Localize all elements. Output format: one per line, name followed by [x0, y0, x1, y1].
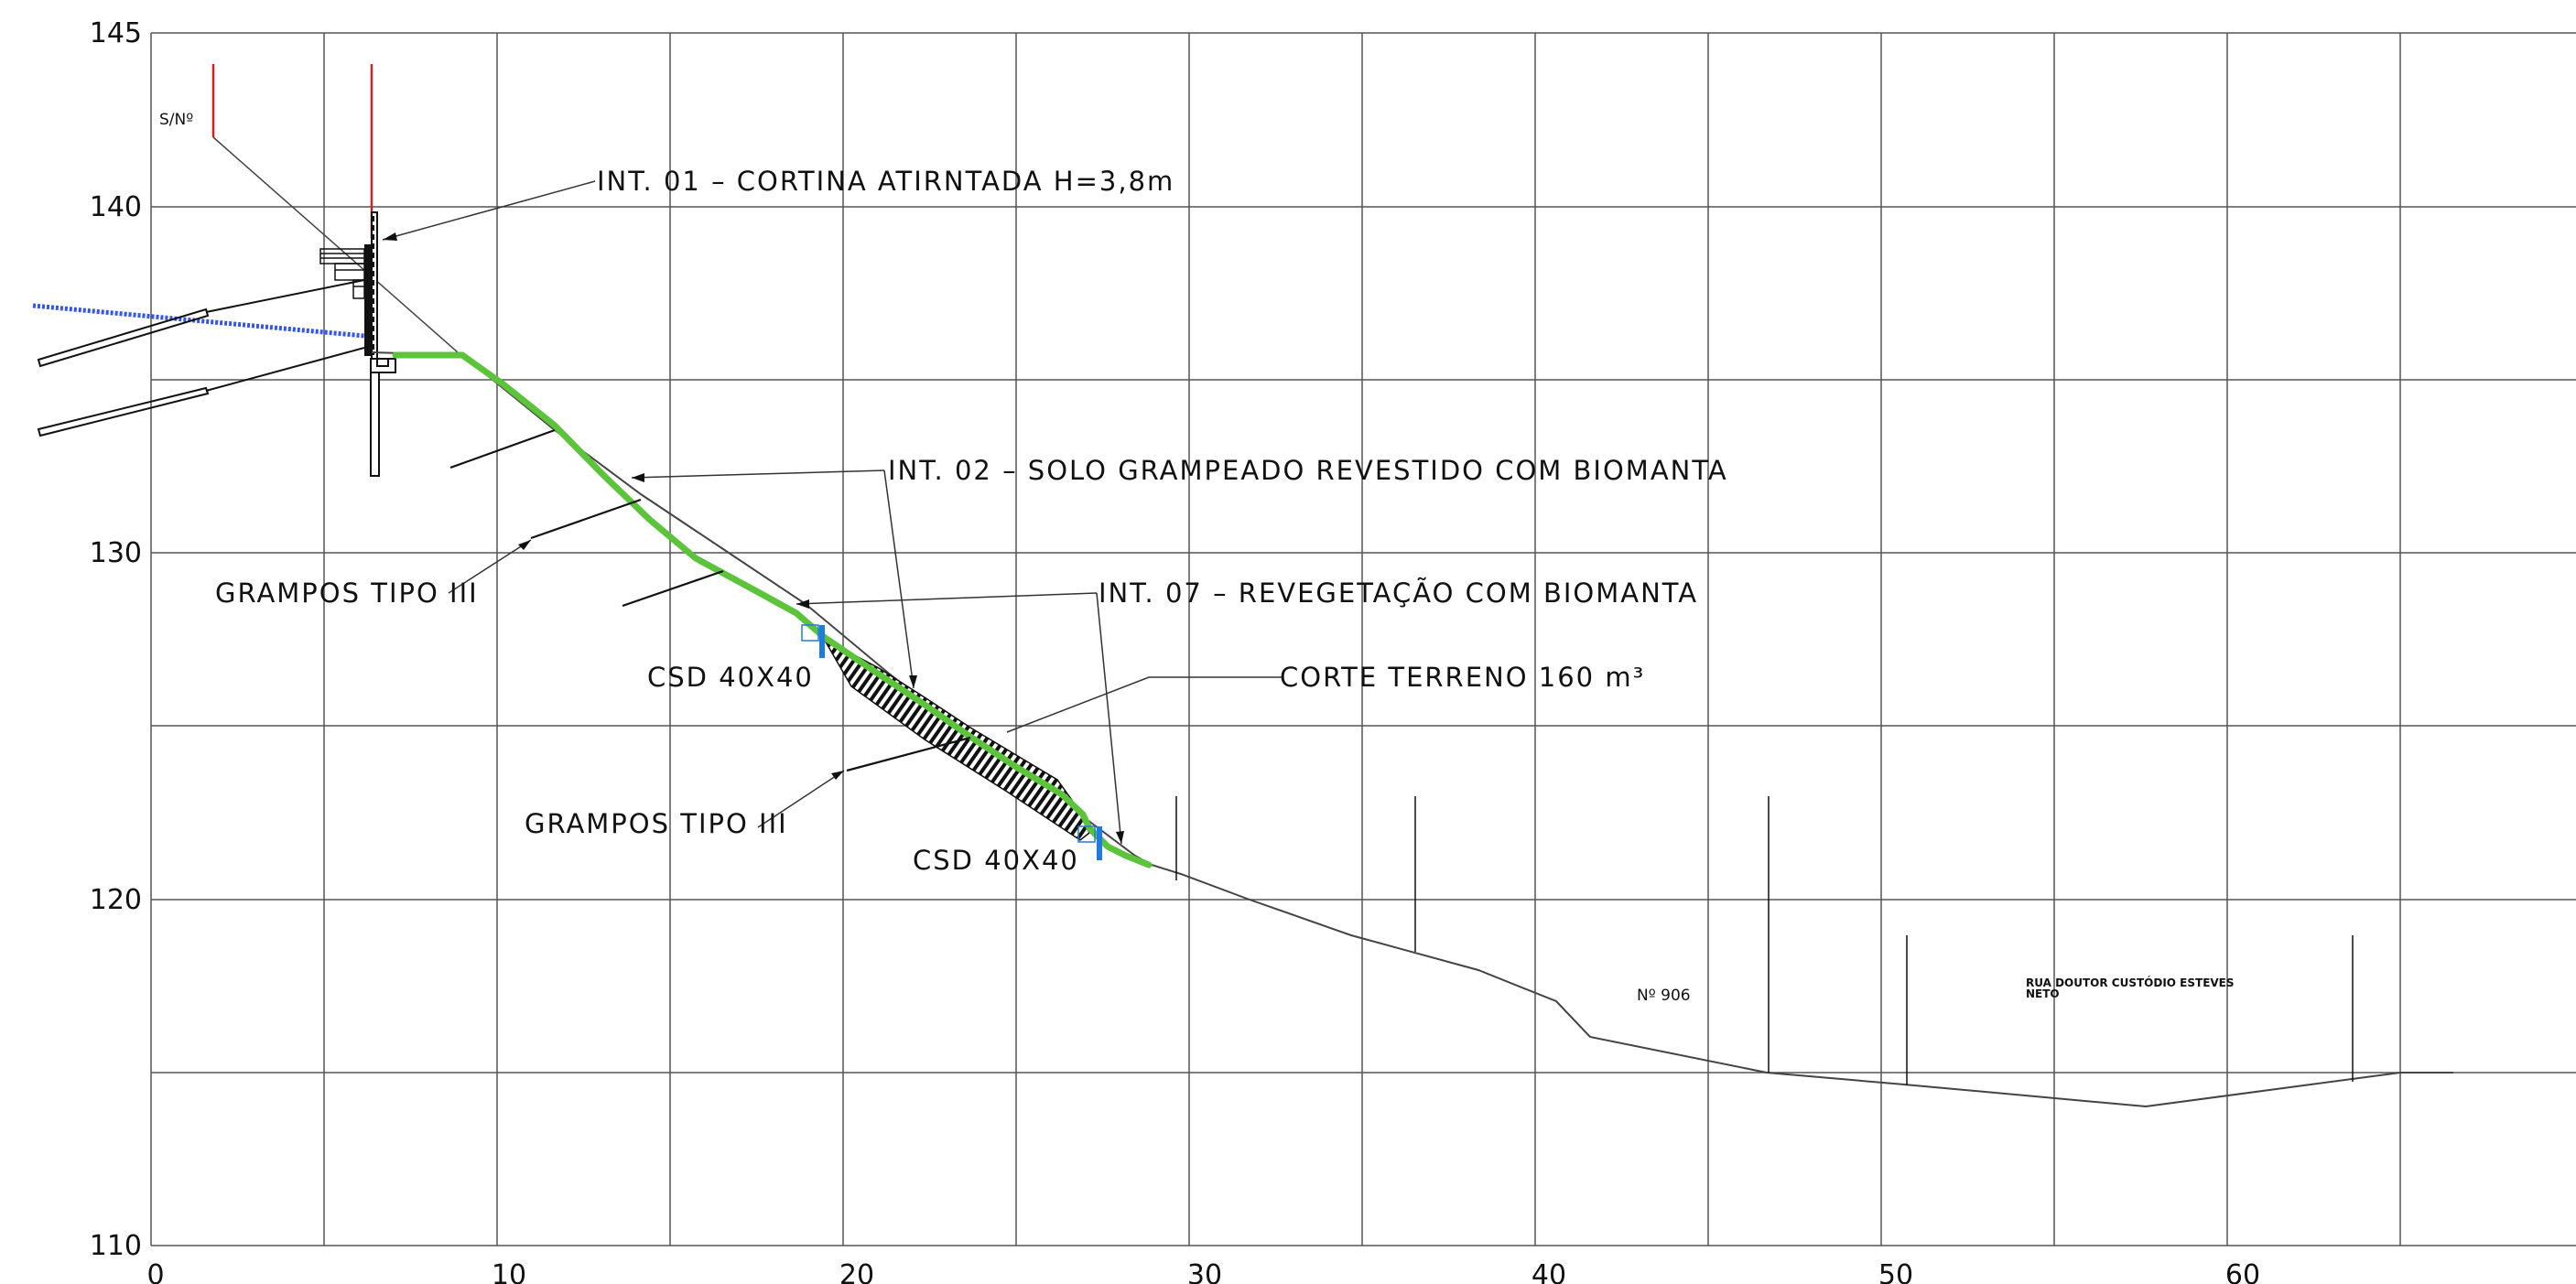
- csd-lower-label: CSD 40X40: [913, 845, 1079, 876]
- curtain-wall: [319, 211, 396, 477]
- csd-upper-label: CSD 40X40: [647, 662, 814, 693]
- grid: [150, 32, 2576, 1246]
- int07-label: INT. 07 – REVEGETAÇÃO COM BIOMANTA: [1099, 577, 1698, 609]
- y-axis-labels: 145 140 130 120 110: [90, 17, 142, 1262]
- x-tick-label: 40: [1532, 1259, 1566, 1284]
- x-tick-label: 50: [1878, 1259, 1913, 1284]
- y-tick-label: 120: [90, 884, 142, 916]
- x-tick-label: 0: [146, 1259, 164, 1284]
- int01-label: INT. 01 – CORTINA ATIRNTADA H=3,8m: [597, 166, 1174, 197]
- y-tick-label: 130: [90, 537, 142, 569]
- grampos-upper-label: GRAMPOS TIPO III: [215, 577, 479, 609]
- y-tick-label: 145: [90, 17, 142, 49]
- soil-nails: [449, 428, 971, 772]
- corte-label: CORTE TERRENO 160 m³: [1280, 662, 1645, 693]
- y-tick-label: 140: [90, 191, 142, 223]
- x-tick-label: 30: [1187, 1259, 1222, 1284]
- reference-posts: [1175, 796, 2354, 1085]
- x-tick-label: 20: [839, 1259, 874, 1284]
- property-lines: [211, 64, 373, 238]
- cut-volume-hatch: [822, 637, 1090, 841]
- leader-lines: [382, 180, 1282, 845]
- x-axis-labels: 0 10 20 30 40 50 60: [146, 1259, 2260, 1284]
- house-number-label: Nº 906: [1637, 987, 1691, 1005]
- water-table-line: [32, 303, 365, 339]
- sn-label: S/Nº: [159, 111, 193, 129]
- int02-label: INT. 02 – SOLO GRAMPEADO REVESTIDO COM B…: [888, 455, 1728, 486]
- drainage-channels: [801, 624, 1102, 860]
- curtain-anchors: [37, 279, 365, 437]
- street-name-label-line1: RUA DOUTOR CUSTÓDIO ESTEVES: [2026, 976, 2235, 989]
- sn-leader: [212, 136, 459, 353]
- leader-arrowheads: [383, 232, 1124, 844]
- street-name-label-line2: NETO: [2026, 987, 2060, 1000]
- y-tick-label: 110: [90, 1230, 142, 1262]
- x-tick-label: 10: [492, 1259, 526, 1284]
- grampos-lower-label: GRAMPOS TIPO III: [525, 808, 788, 839]
- x-tick-label: 60: [2225, 1259, 2260, 1284]
